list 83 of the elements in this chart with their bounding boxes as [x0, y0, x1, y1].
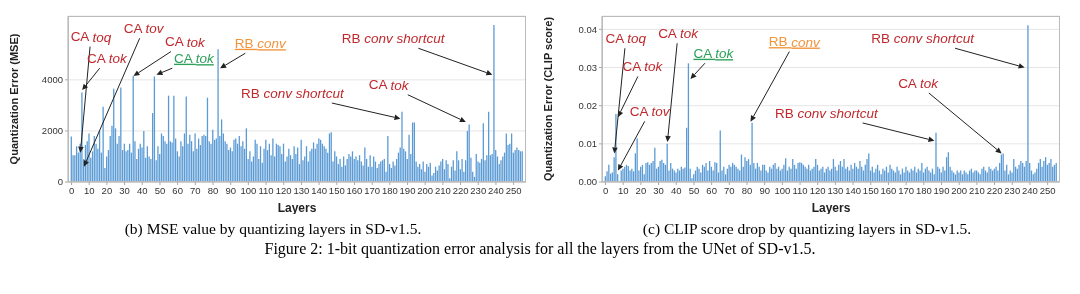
x-tick-label: 190	[933, 184, 950, 196]
x-tick-label: 0	[602, 184, 609, 196]
x-tick-label: 90	[225, 184, 236, 196]
x-tick-label: 80	[207, 184, 219, 196]
x-tick-label: 30	[119, 184, 130, 196]
x-tick-label: 220	[986, 184, 1003, 196]
x-tick-label: 60	[706, 184, 717, 196]
x-tick-label: 150	[328, 184, 345, 196]
x-tick-label: 200	[951, 184, 968, 196]
x-tick-label: 70	[724, 184, 735, 196]
y-tick-label: 0	[57, 176, 63, 188]
x-tick-label: 40	[670, 184, 682, 196]
x-tick-label: 100	[774, 184, 791, 196]
annotation: RB conv shortcut	[871, 30, 976, 46]
x-tick-label: 160	[346, 184, 363, 196]
y-axis-title: Quantization Error (MSE)	[7, 33, 20, 165]
y-tick-label: 0.01	[578, 138, 597, 150]
x-axis-title: Layers	[277, 201, 317, 215]
x-tick-label: 170	[898, 184, 915, 196]
x-tick-label: 50	[154, 184, 166, 196]
y-tick-label: 0.03	[578, 61, 597, 73]
x-tick-label: 20	[635, 184, 647, 196]
x-tick-label: 110	[792, 184, 808, 196]
annotation: CA tok	[622, 59, 664, 75]
annotation: RB conv shortcut	[775, 105, 880, 121]
annotation: RB conv shortcut	[341, 30, 446, 46]
x-axis-title: Layers	[811, 201, 851, 215]
annotation: CA tok	[164, 34, 206, 50]
x-tick-label: 0	[68, 184, 75, 196]
x-tick-label: 200	[417, 184, 434, 196]
x-tick-label: 50	[688, 184, 700, 196]
x-tick-label: 220	[452, 184, 469, 196]
x-tick-label: 180	[381, 184, 398, 196]
x-tick-label: 230	[1004, 184, 1021, 196]
x-tick-label: 250	[1039, 184, 1056, 196]
x-tick-label: 140	[845, 184, 862, 196]
y-tick-label: 0.00	[578, 176, 597, 188]
x-tick-label: 230	[470, 184, 487, 196]
annotation: CA tok	[87, 50, 129, 66]
x-tick-label: 170	[364, 184, 381, 196]
text: (b) MSE value by quantizing layers in SD-v1.5.	[123, 220, 423, 238]
annotation: CA tok	[368, 77, 410, 93]
x-tick-label: 250	[505, 184, 522, 196]
x-tick-label: 40	[136, 184, 148, 196]
annotation: CA tov	[123, 20, 165, 36]
annotation: CA toq	[70, 29, 112, 45]
x-tick-label: 240	[1022, 184, 1038, 196]
x-tick-label: 150	[862, 184, 879, 196]
annotation: CA tok	[898, 75, 940, 91]
x-tick-label: 160	[880, 184, 897, 196]
x-tick-label: 210	[434, 184, 451, 196]
annotation: RB conv shortcut	[241, 85, 346, 101]
caption: Figure 2: 1-bit quantization error analysis for all the layers from the UNet of SD-v1.5.	[263, 240, 817, 258]
x-tick-label: 240	[488, 184, 504, 196]
x-tick-label: 10	[83, 184, 95, 196]
x-tick-label: 130	[827, 184, 844, 196]
annotation: CA tok	[174, 50, 216, 66]
y-tick-label: 4000	[41, 74, 63, 86]
x-tick-label: 180	[915, 184, 932, 196]
x-tick-label: 60	[172, 184, 183, 196]
x-tick-label: 120	[809, 184, 826, 196]
y-tick-label: 0.04	[578, 23, 597, 35]
x-tick-label: 210	[968, 184, 985, 196]
annotation: CA tok	[693, 45, 735, 61]
x-tick-label: 120	[275, 184, 292, 196]
x-tick-label: 80	[741, 184, 753, 196]
y-tick-label: 0.02	[578, 100, 597, 112]
x-tick-label: 190	[399, 184, 416, 196]
x-tick-label: 130	[293, 184, 310, 196]
annotation: CA toq	[605, 30, 647, 46]
x-tick-label: 140	[311, 184, 328, 196]
annotation: CA tov	[629, 103, 671, 119]
text: (c) CLIP score drop by quantizing layers in SD-v1.5.	[641, 220, 973, 238]
x-tick-label: 110	[258, 184, 274, 196]
annotation: CA tok	[658, 25, 700, 41]
x-tick-label: 30	[653, 184, 664, 196]
y-tick-label: 2000	[41, 125, 63, 137]
y-axis-title: Quantization Error (CLIP score)	[541, 16, 554, 182]
x-tick-label: 70	[190, 184, 201, 196]
x-tick-label: 10	[617, 184, 629, 196]
x-tick-label: 100	[240, 184, 257, 196]
x-tick-label: 20	[101, 184, 113, 196]
x-tick-label: 90	[759, 184, 770, 196]
